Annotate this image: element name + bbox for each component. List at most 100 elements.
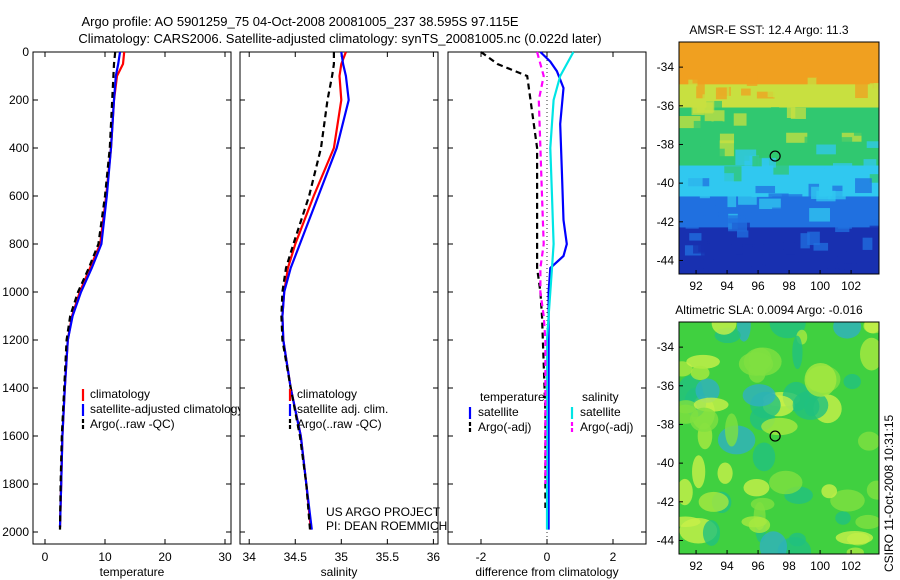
sla-anomaly-patch bbox=[857, 431, 879, 451]
sla-anomaly-patch bbox=[698, 491, 729, 512]
sst-texture-cell bbox=[754, 234, 764, 248]
sla-anomaly-patch bbox=[752, 442, 776, 472]
argo-float-location-marker bbox=[769, 430, 781, 442]
sla-anomaly-patch bbox=[860, 337, 879, 371]
sst-texture-cell bbox=[790, 107, 806, 119]
sst-field bbox=[679, 42, 879, 274]
sst-texture-cell bbox=[832, 163, 853, 178]
legend-entry-label: Argo(-adj) bbox=[580, 420, 633, 434]
sst-texture-cell bbox=[816, 144, 836, 155]
difference-x-tick-label: 0 bbox=[544, 550, 551, 564]
sla-anomaly-patch bbox=[792, 390, 829, 420]
sst-texture-cell bbox=[835, 256, 845, 273]
sst-texture-cell bbox=[774, 171, 783, 179]
lat-tick-label: -42 bbox=[657, 495, 675, 509]
sst-texture-cell bbox=[784, 204, 802, 215]
temperature-x-tick-label: 20 bbox=[158, 550, 172, 564]
sst-texture-cell bbox=[762, 249, 784, 266]
sst-texture-cell bbox=[795, 51, 808, 59]
argo-raw-qc--series-line bbox=[280, 52, 335, 530]
sst-texture-cell bbox=[757, 157, 776, 168]
sla-anomaly-patch bbox=[702, 520, 720, 546]
lon-tick-label: 96 bbox=[751, 279, 765, 293]
sst-texture-cell bbox=[713, 120, 723, 134]
lon-tick-label: 92 bbox=[689, 279, 703, 293]
sla-anomaly-patch bbox=[788, 532, 806, 547]
sst-texture-cell bbox=[720, 173, 734, 188]
sst-texture-cell bbox=[811, 186, 831, 200]
sla-anomaly-patch bbox=[855, 514, 879, 530]
lon-tick-label: 100 bbox=[810, 559, 830, 573]
sla-anomaly-patch bbox=[711, 322, 737, 335]
sla-anomaly-patch bbox=[792, 335, 803, 369]
sst-texture-cell bbox=[828, 191, 846, 200]
sst-texture-cell bbox=[715, 87, 727, 100]
sst-texture-cell bbox=[756, 145, 776, 156]
sst-texture-cell bbox=[866, 141, 879, 148]
sst-texture-cell bbox=[728, 218, 748, 232]
sst-texture-cell bbox=[698, 241, 710, 252]
sla-anomaly-patch bbox=[835, 530, 874, 545]
sst-texture-cell bbox=[855, 83, 868, 99]
project-annotation: PI: DEAN ROEMMICH bbox=[326, 519, 447, 533]
legend-entry-label: Argo(..raw -QC) bbox=[297, 417, 382, 431]
sla-anomaly-patch bbox=[821, 484, 838, 499]
lat-tick-label: -34 bbox=[657, 340, 675, 354]
sst-texture-cell bbox=[843, 198, 865, 215]
sst-texture-cell bbox=[738, 193, 757, 205]
lat-tick-label: -38 bbox=[657, 417, 675, 431]
sst-texture-cell bbox=[820, 52, 832, 65]
lat-tick-label: -36 bbox=[657, 379, 675, 393]
legend-entry-label: climatology bbox=[90, 387, 150, 401]
sst-texture-cell bbox=[767, 86, 785, 98]
sst-texture-cell bbox=[863, 159, 877, 173]
lon-tick-label: 98 bbox=[782, 559, 796, 573]
temperature-x-axis-label: temperature bbox=[100, 565, 165, 579]
salinity-x-tick-label: 36 bbox=[427, 550, 441, 564]
sla-map-panel: Altimetric SLA: 0.0094 Argo: -0.016 92 94 9… bbox=[657, 303, 880, 573]
temperature-plot-area bbox=[32, 51, 232, 545]
difference-x-tick-label: 2 bbox=[610, 550, 617, 564]
legend-entry-label: satellite bbox=[478, 405, 519, 419]
legend-group-title: salinity bbox=[582, 390, 619, 404]
sst-texture-cell bbox=[807, 231, 820, 246]
sst-frame bbox=[678, 41, 880, 275]
sst-texture-cell bbox=[786, 132, 808, 143]
depth-tick-label: 1000 bbox=[2, 285, 29, 299]
sst-texture-cell bbox=[768, 153, 789, 161]
sst-texture-cell bbox=[740, 202, 752, 216]
lat-tick-label: -44 bbox=[657, 253, 675, 267]
sla-frame bbox=[678, 321, 880, 555]
sst-texture-cell bbox=[696, 82, 705, 99]
sst-texture-cell bbox=[686, 68, 697, 78]
sla-anomaly-patch bbox=[804, 362, 837, 397]
legend-group-title: temperature bbox=[480, 390, 545, 404]
sst-texture-cell bbox=[733, 113, 747, 126]
header-line-2: Climatology: CARS2006. Satellite-adjuste… bbox=[78, 31, 601, 46]
sst-texture-cell bbox=[693, 120, 712, 132]
sla-field bbox=[679, 322, 879, 554]
sst-texture-cell bbox=[745, 212, 756, 221]
sst-texture-cell bbox=[813, 242, 829, 251]
sst-texture-cell bbox=[685, 222, 699, 229]
lon-tick-label: 94 bbox=[720, 559, 734, 573]
lon-tick-label: 98 bbox=[782, 279, 796, 293]
sla-anomaly-patch bbox=[695, 378, 720, 403]
sst-texture-cell bbox=[702, 271, 725, 274]
sst-texture-cell bbox=[790, 62, 808, 69]
sst-texture-cell bbox=[735, 149, 757, 166]
sst-texture-cell bbox=[757, 71, 775, 80]
sla-anomaly-patch bbox=[725, 413, 739, 447]
depth-tick-label: 1800 bbox=[2, 477, 29, 491]
depth-tick-label: 200 bbox=[9, 93, 29, 107]
lon-tick-label: 94 bbox=[720, 279, 734, 293]
salinity-x-axis-label: salinity bbox=[321, 565, 358, 579]
sst-texture-cell bbox=[809, 208, 830, 222]
sst-texture-cell bbox=[800, 150, 817, 166]
sla-anomaly-patch bbox=[769, 470, 803, 495]
lat-tick-label: -42 bbox=[657, 215, 675, 229]
sst-texture-cell bbox=[827, 268, 839, 274]
salinity-x-tick-label: 34.5 bbox=[284, 550, 308, 564]
sst-texture-cell bbox=[738, 266, 759, 274]
